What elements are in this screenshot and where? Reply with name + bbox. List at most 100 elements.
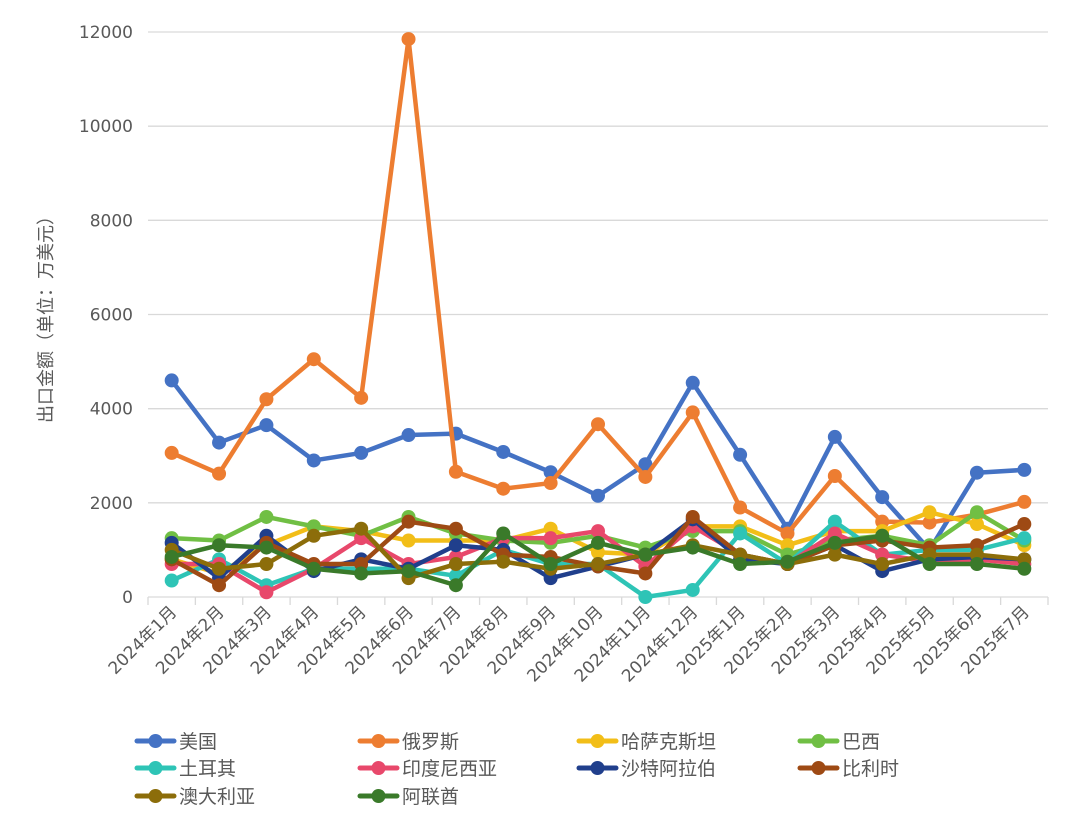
data-point [164,573,179,588]
data-point [259,557,274,572]
data-point [922,557,937,572]
data-point [827,429,842,444]
y-tick-label: 12000 [79,23,133,43]
data-point [780,554,795,569]
data-point [259,392,274,407]
data-point [591,557,605,572]
series-line [170,36,1025,536]
data-point [259,585,274,600]
legend-label: 俄罗斯 [402,731,459,753]
legend-label: 美国 [179,731,217,753]
data-point [496,481,511,496]
data-point [212,538,227,553]
legend-marker [148,761,163,775]
data-point [827,468,842,483]
data-point [496,554,511,569]
data-point [733,447,748,462]
data-point [212,578,227,593]
legend-label: 印度尼西亚 [402,758,497,780]
data-point [259,418,274,433]
legend-item: 美国 [134,731,217,753]
data-point [875,490,890,505]
legend-item: 沙特阿拉伯 [576,758,716,780]
legend-label: 土耳其 [179,758,236,780]
legend-item: 土耳其 [134,758,236,780]
data-point [685,375,700,390]
data-point [1017,494,1032,509]
legend-marker [148,734,163,748]
legend-label: 澳大利亚 [179,786,255,808]
y-tick-label: 0 [122,588,133,608]
data-point [1017,462,1032,477]
data-point [1017,531,1032,546]
data-point [448,464,463,479]
legend-item: 俄罗斯 [357,731,459,753]
legend-marker [371,734,386,748]
legend-marker [590,761,605,775]
data-point [164,549,179,564]
series-9 [164,526,1032,593]
legend-label: 沙特阿拉伯 [621,758,716,780]
data-point [875,528,890,543]
data-point [212,435,227,450]
data-point [591,488,605,503]
data-point [638,457,653,472]
data-point [591,417,605,432]
data-point [259,540,274,555]
legend-item: 比利时 [797,758,899,780]
legend-item: 印度尼西亚 [357,758,497,780]
data-point [591,524,605,539]
data-point [354,521,369,536]
data-point [969,557,984,572]
legend-item: 巴西 [797,731,880,753]
data-point [164,373,179,388]
legend-marker [371,761,386,775]
data-point [638,566,653,581]
data-point [733,526,748,541]
data-point [638,590,653,604]
legend-label: 阿联酋 [402,786,459,808]
data-point [306,352,321,367]
data-point [496,444,511,459]
data-point [685,540,700,555]
data-point [212,466,227,481]
data-point [543,476,558,491]
data-point [401,514,416,529]
data-point [448,557,463,572]
data-point [685,582,700,597]
series-1 [164,32,1032,541]
data-point [401,533,416,548]
legend-label: 哈萨克斯坦 [621,731,716,753]
data-point [638,547,653,562]
data-point [306,561,321,576]
data-point [448,521,463,536]
legend-marker [811,761,826,775]
y-tick-label: 2000 [90,494,133,514]
data-point [733,500,748,515]
data-point [733,557,748,572]
y-tick-label: 6000 [90,306,133,326]
series-0 [164,373,1032,557]
data-point [780,526,795,541]
legend-item: 阿联酋 [357,786,459,808]
legend-label: 比利时 [842,758,899,780]
y-tick-label: 10000 [79,117,133,137]
data-point [1017,561,1032,576]
legend-marker [148,789,163,803]
data-point [496,526,511,541]
data-point [875,557,890,572]
data-point [164,445,179,460]
data-point [685,509,700,524]
data-point [306,528,321,543]
data-point [922,505,937,520]
data-point [354,566,369,581]
data-point [591,535,605,550]
legend-item: 澳大利亚 [134,786,255,808]
data-point [354,390,369,405]
data-point [827,547,842,562]
data-point [448,578,463,593]
data-point [638,469,653,484]
data-point [401,564,416,579]
legend-marker [371,789,386,803]
